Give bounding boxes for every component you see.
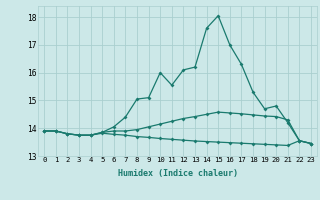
- X-axis label: Humidex (Indice chaleur): Humidex (Indice chaleur): [118, 169, 238, 178]
